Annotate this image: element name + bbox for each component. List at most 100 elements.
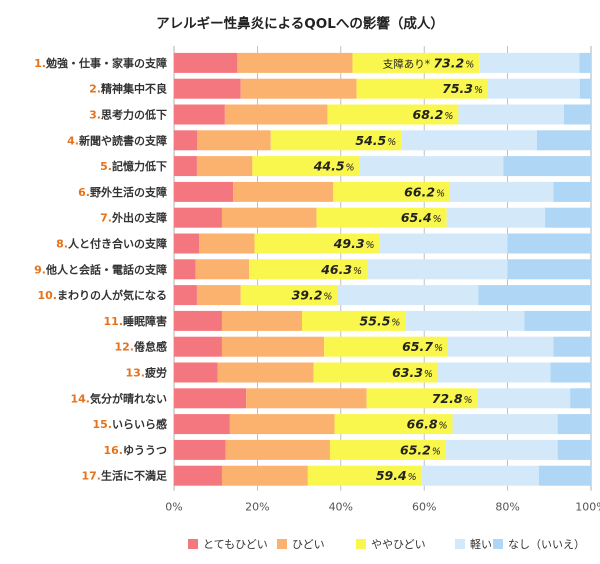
category-number: 4. <box>67 134 79 147</box>
category-label: 5.記憶力低下 <box>100 159 167 173</box>
bar-segment <box>450 181 554 202</box>
bar-segment <box>458 104 564 125</box>
bar-segment <box>447 336 554 357</box>
bar-segment <box>221 310 303 331</box>
bar-segment <box>570 388 591 409</box>
bar-segment <box>452 414 558 435</box>
total-unit: % <box>391 317 400 328</box>
bar-segment <box>224 104 328 125</box>
x-tick-label: 100% <box>575 501 600 514</box>
category-number: 3. <box>89 109 101 122</box>
total-label: 59.4% <box>376 468 417 483</box>
bar-segment <box>337 285 479 306</box>
bar-segment <box>174 52 238 73</box>
category-label: 6.野外生活の支障 <box>78 185 167 199</box>
category-text: いらいら感 <box>112 417 167 431</box>
category-number: 2. <box>89 83 101 96</box>
total-value: 55.5 <box>360 313 391 328</box>
total-label: 65.7% <box>402 339 443 354</box>
bar-segment <box>270 130 402 151</box>
bar-segment <box>197 130 271 151</box>
total-value: 65.2 <box>400 442 431 457</box>
bar-segment <box>174 130 198 151</box>
category-text: 他人と会話・電話の支障 <box>45 262 167 276</box>
bar-segment <box>478 285 591 306</box>
total-unit: % <box>366 240 375 251</box>
bar-segment <box>174 156 197 177</box>
bar-segment <box>557 414 591 435</box>
category-label: 14.気分が晴れない <box>71 391 168 405</box>
bar-segment <box>307 465 422 486</box>
total-value: 66.8 <box>407 417 438 432</box>
category-text: 精神集中不良 <box>101 82 167 96</box>
total-value: 65.4 <box>401 210 432 225</box>
category-number: 11. <box>104 315 124 328</box>
category-text: 睡眠障害 <box>123 314 167 328</box>
legend-swatch <box>455 539 465 549</box>
category-text: 新聞や読書の支障 <box>79 133 167 147</box>
total-label: 54.5% <box>355 133 396 148</box>
legend-label: 軽い <box>470 538 492 551</box>
total-label: 72.8% <box>432 391 473 406</box>
bar-segment <box>254 233 380 254</box>
category-text: 勉強・仕事・家事の支障 <box>45 56 167 70</box>
category-label: 17.生活に不満足 <box>82 469 168 483</box>
category-text: 気分が晴れない <box>90 391 167 405</box>
bar-segment <box>174 465 222 486</box>
category-number: 15. <box>93 418 113 431</box>
total-value: 39.2 <box>292 288 323 303</box>
category-label: 12.倦怠感 <box>115 340 168 354</box>
total-unit: % <box>424 369 433 380</box>
bar-segment <box>174 336 222 357</box>
x-tick-label: 60% <box>412 501 436 514</box>
x-tick-label: 20% <box>245 501 269 514</box>
total-unit: % <box>434 343 443 354</box>
bar-segment <box>550 362 591 383</box>
category-number: 14. <box>71 392 91 405</box>
category-number: 17. <box>82 470 102 483</box>
legend-label: とてもひどい <box>203 538 268 551</box>
category-number: 5. <box>100 160 112 173</box>
bar-segment <box>174 78 241 99</box>
bar-segment <box>199 233 255 254</box>
category-labels: 1.勉強・仕事・家事の支障2.精神集中不良3.思考力の低下4.新聞や読書の支障5… <box>34 56 168 483</box>
bar-segment <box>553 181 591 202</box>
total-unit: % <box>353 266 362 277</box>
category-label: 15.いらいら感 <box>93 417 168 431</box>
category-number: 12. <box>115 341 135 354</box>
total-value: 65.7 <box>402 339 433 354</box>
total-label: 68.2% <box>413 107 454 122</box>
total-value: 66.2 <box>404 184 435 199</box>
bar-segment <box>366 388 478 409</box>
bar-segment <box>174 181 234 202</box>
total-label: 55.5% <box>360 313 401 328</box>
bar-segment <box>240 78 357 99</box>
total-label: 支障あり* 73.2% <box>383 55 474 70</box>
bar-segment <box>174 414 230 435</box>
bar-segment <box>356 78 489 99</box>
bar-segment <box>174 439 226 460</box>
bar-segment <box>313 362 438 383</box>
bar-segment <box>240 285 338 306</box>
total-label: 46.3% <box>320 262 362 277</box>
total-label: 65.2% <box>400 442 441 457</box>
chart-title: アレルギー性鼻炎によるQOLへの影響（成人） <box>156 15 444 32</box>
bar-segment <box>503 156 591 177</box>
category-number: 1. <box>34 57 46 70</box>
bar-segment <box>196 156 253 177</box>
bar-segment <box>174 233 200 254</box>
total-labels: 支障あり* 73.2%75.3%68.2%54.5%44.5%66.2%65.4… <box>292 55 483 483</box>
category-label: 11.睡眠障害 <box>104 314 168 328</box>
bar-segment <box>174 285 197 306</box>
category-text: 外出の支障 <box>111 211 167 225</box>
bar-segment <box>545 207 591 228</box>
bar-segment <box>174 259 196 280</box>
bar-segment <box>352 52 480 73</box>
bar-segment <box>437 362 551 383</box>
bar-segment <box>327 104 459 125</box>
total-value: 73.2 <box>433 55 464 70</box>
category-label: 4.新聞や読書の支障 <box>67 133 167 147</box>
legend-label: ややひどい <box>371 538 426 551</box>
category-label: 13.疲労 <box>126 366 168 380</box>
